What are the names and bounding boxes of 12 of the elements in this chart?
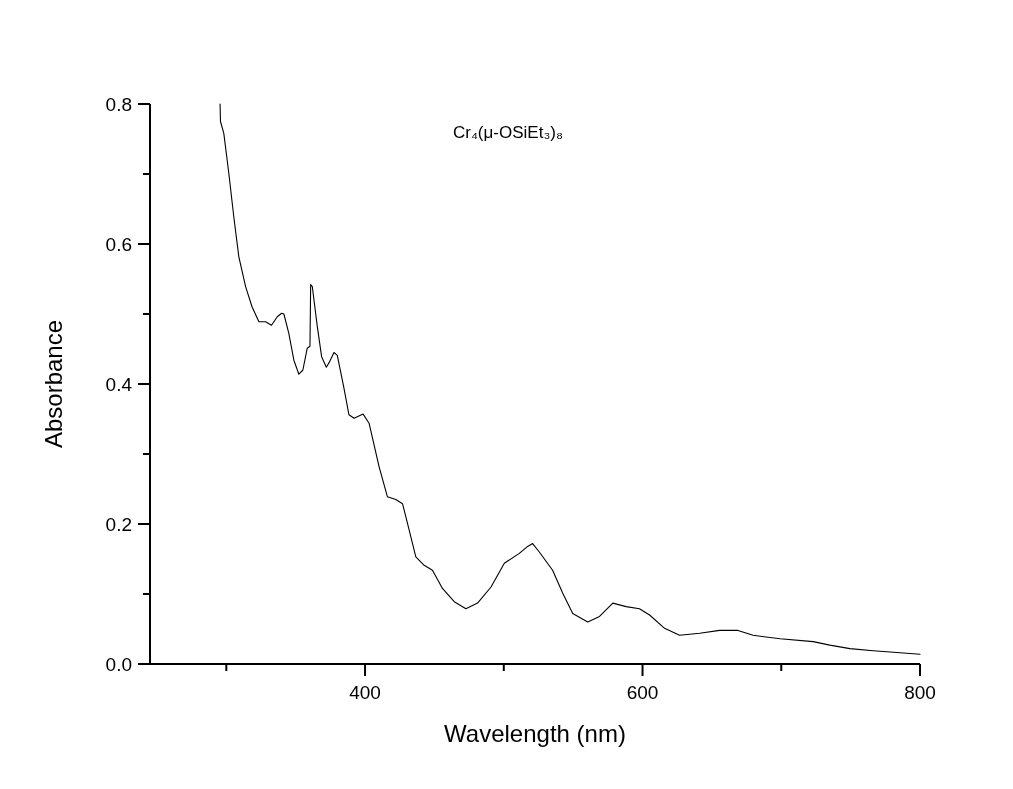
x-tick-label: 600 — [626, 682, 659, 703]
y-axis-title: Absorbance — [40, 319, 67, 449]
x-tick-label: 800 — [904, 682, 936, 703]
line-series — [219, 103, 921, 655]
annotation: Cr₄(μ-OSiEt₃)₈ — [452, 123, 564, 142]
y-tick-label: 0.2 — [105, 513, 132, 535]
y-tick-label: 0.8 — [105, 93, 132, 115]
x-axis-title: Wavelength (nm) — [444, 720, 626, 747]
y-tick-label: 0.6 — [105, 233, 132, 255]
x-tick-label: 400 — [349, 682, 381, 703]
text: 0.0 — [105, 653, 132, 675]
y-tick-label: 0.4 — [105, 373, 133, 395]
